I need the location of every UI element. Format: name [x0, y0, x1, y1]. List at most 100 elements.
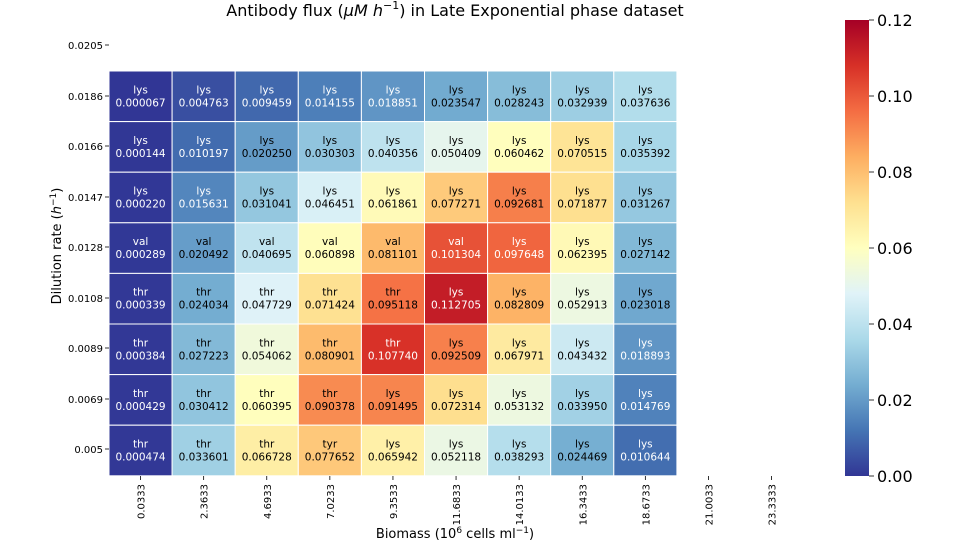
cell-value: 0.031267 — [620, 199, 670, 211]
heatmap-cell — [613, 272, 678, 325]
cell-value: 0.067971 — [494, 350, 544, 362]
cell-value: 0.060395 — [242, 401, 292, 413]
cell-value: 0.060462 — [494, 148, 544, 160]
cell-label: lys — [638, 337, 653, 349]
x-tick-label: 21.0033 — [704, 484, 715, 525]
cell-value: 0.090378 — [305, 401, 355, 413]
cell-label: lys — [575, 84, 590, 96]
cell-value: 0.080901 — [305, 350, 355, 362]
heatmap-cell — [297, 222, 362, 274]
cell-label: lys — [575, 337, 590, 349]
cell-value: 0.066728 — [242, 452, 292, 464]
heatmap-cell — [297, 171, 362, 224]
colorbar-tick-label: 0.06 — [877, 239, 913, 258]
cell-label: thr — [385, 337, 401, 349]
heatmap-cell — [487, 121, 552, 173]
x-axis-label-mid: cells ml — [462, 527, 516, 540]
heatmap-cell — [360, 171, 425, 224]
cell-value: 0.015631 — [179, 199, 229, 211]
heatmap-cell — [550, 374, 615, 426]
cell-value: 0.060898 — [305, 249, 355, 261]
heatmap-cell — [234, 121, 299, 173]
cell-label: val — [196, 236, 212, 248]
cell-value: 0.040356 — [368, 148, 418, 160]
cell-label: thr — [385, 287, 401, 299]
cell-value: 0.020492 — [179, 249, 229, 261]
cell-value: 0.052118 — [431, 452, 481, 464]
cell-label: thr — [259, 388, 275, 400]
cell-value: 0.010197 — [179, 148, 229, 160]
cell-label: thr — [133, 337, 149, 349]
chart-title-suffix: ) in Late Exponential phase dataset — [399, 1, 683, 20]
colorbar-tick-label: 0.10 — [877, 87, 913, 106]
heatmap-cell — [613, 424, 678, 477]
cell-value: 0.070515 — [557, 148, 607, 160]
cell-value: 0.092509 — [431, 350, 481, 362]
cell-label: lys — [449, 439, 464, 451]
cell-value: 0.107740 — [368, 350, 418, 362]
cell-label: lys — [575, 186, 590, 198]
x-tick-label: 7.0233 — [326, 484, 337, 519]
cell-label: thr — [196, 388, 212, 400]
cell-value: 0.054062 — [242, 350, 292, 362]
cell-label: lys — [512, 186, 527, 198]
heatmap-cell — [360, 424, 425, 477]
heatmap-cell — [234, 424, 299, 477]
x-tick-label: 14.0133 — [515, 484, 526, 525]
cell-value: 0.004763 — [179, 97, 229, 109]
cell-label: lys — [638, 388, 653, 400]
cell-value: 0.072314 — [431, 401, 481, 413]
cell-label: thr — [196, 439, 212, 451]
cell-label: lys — [638, 84, 653, 96]
colorbar-tick-label: 0.02 — [877, 391, 913, 410]
cell-label: lys — [512, 236, 527, 248]
y-tick-label: 0.0205 — [68, 41, 103, 52]
cell-value: 0.101304 — [431, 249, 481, 261]
cell-value: 0.014769 — [620, 401, 670, 413]
cell-value: 0.000220 — [115, 199, 165, 211]
cell-value: 0.000067 — [115, 97, 165, 109]
heatmap-cell — [234, 70, 299, 123]
cell-label: lys — [133, 186, 148, 198]
heatmap-cell — [108, 323, 173, 376]
colorbar-ticks: 0.00 0.02 0.04 0.06 0.08 0.10 0.12 — [869, 11, 913, 486]
x-tick-label: 4.6933 — [263, 484, 274, 519]
heatmap-cell — [550, 424, 615, 477]
cell-value: 0.077652 — [305, 452, 355, 464]
cell-label: lys — [512, 388, 527, 400]
heatmap-cell — [613, 374, 678, 426]
cell-label: thr — [133, 439, 149, 451]
cell-value: 0.023547 — [431, 97, 481, 109]
cell-label: val — [259, 236, 275, 248]
y-axis-label-end: ) — [50, 188, 65, 193]
cell-value: 0.082809 — [494, 300, 544, 312]
colorbar — [845, 20, 869, 476]
cell-value: 0.081101 — [368, 249, 418, 261]
cell-value: 0.065942 — [368, 452, 418, 464]
heatmap-cell — [108, 374, 173, 426]
cell-label: lys — [512, 135, 527, 147]
cell-label: lys — [259, 135, 274, 147]
heatmap-cell — [487, 424, 552, 477]
heatmap-cell — [424, 70, 489, 123]
cell-value: 0.043432 — [557, 350, 607, 362]
cell-label: lys — [575, 236, 590, 248]
cell-value: 0.092681 — [494, 199, 544, 211]
cell-label: lys — [133, 135, 148, 147]
cell-value: 0.071877 — [557, 199, 607, 211]
cell-label: thr — [322, 388, 338, 400]
cell-value: 0.031041 — [242, 199, 292, 211]
heatmap-cell — [297, 272, 362, 325]
x-axis-label-main: Biomass (10 — [376, 527, 456, 540]
cell-label: lys — [575, 135, 590, 147]
y-tick-label: 0.0089 — [68, 344, 103, 355]
y-tick-label: 0.0147 — [68, 193, 103, 204]
cell-value: 0.035392 — [620, 148, 670, 160]
cell-label: lys — [386, 388, 401, 400]
cell-value: 0.024469 — [557, 452, 607, 464]
cell-value: 0.023018 — [620, 300, 670, 312]
heatmap-cell — [108, 222, 173, 274]
heatmap-cell — [424, 424, 489, 477]
heatmap-cell — [487, 171, 552, 224]
